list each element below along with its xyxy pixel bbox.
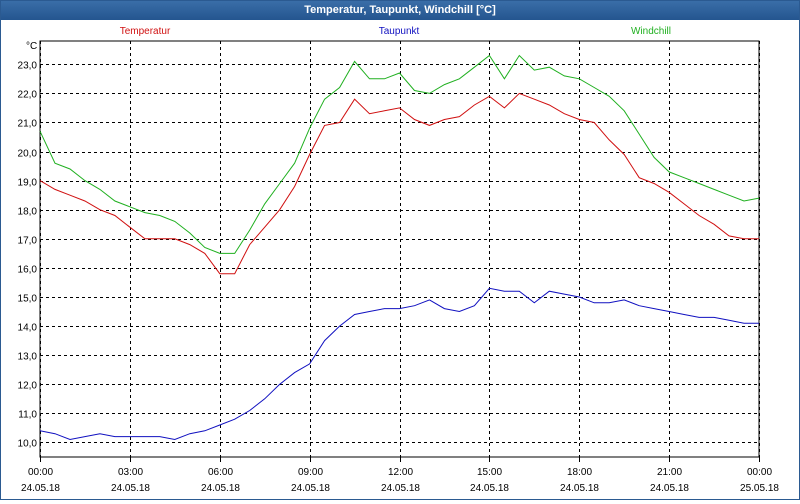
- y-axis-unit: °C: [26, 41, 37, 52]
- x-tick-date: 24.05.18: [560, 483, 599, 494]
- x-tick-date: 24.05.18: [201, 483, 240, 494]
- y-tick-label: 18,0: [18, 207, 38, 218]
- plot-frame: [39, 40, 760, 458]
- y-tick-label: 20,0: [18, 149, 38, 160]
- y-tick-label: 17,0: [18, 236, 38, 247]
- x-tick-date: 24.05.18: [111, 483, 150, 494]
- series-line-windchill: [39, 54, 760, 254]
- y-tick-label: 23,0: [18, 61, 38, 72]
- y-tick-label: 22,0: [18, 90, 38, 101]
- series-line-taupunkt: [39, 287, 759, 441]
- plot-area: 10,0 11,0 12,0 13,0 14,0 15,0 16,0 17,0 18,0 19,0…: [1, 20, 799, 499]
- x-tick-time: 12:00: [388, 467, 413, 478]
- series-line-temperatur: [39, 92, 759, 275]
- x-tick-date: 24.05.18: [21, 483, 60, 494]
- y-tick-label: 12,0: [18, 381, 38, 392]
- y-tick-label: 10,0: [18, 439, 38, 450]
- y-tick-label: 15,0: [18, 294, 38, 305]
- x-tick-date: 25.05.18: [740, 483, 779, 494]
- x-tick-time: 06:00: [208, 467, 233, 478]
- y-tick-label: 19,0: [18, 178, 38, 189]
- x-tick-time: 18:00: [567, 467, 592, 478]
- window-title: Temperatur, Taupunkt, Windchill [°C]: [1, 1, 799, 20]
- legend-label-windchill: Windchill: [631, 26, 671, 37]
- x-tick-time: 21:00: [657, 467, 682, 478]
- y-tick-label: 11,0: [18, 410, 37, 421]
- line-chart: 10,0 11,0 12,0 13,0 14,0 15,0 16,0 17,0 18,0 19,0…: [18, 26, 780, 494]
- y-tick-label: 21,0: [18, 119, 38, 130]
- x-tick-date: 24.05.18: [291, 483, 330, 494]
- x-tick-date: 24.05.18: [650, 483, 689, 494]
- y-tick-label: 14,0: [18, 323, 38, 334]
- x-tick-time: 15:00: [477, 467, 502, 478]
- x-tick-time: 09:00: [298, 467, 323, 478]
- x-tick-date: 24.05.18: [470, 483, 509, 494]
- legend-label-temperatur: Temperatur: [120, 26, 171, 37]
- x-tick-time: 00:00: [28, 467, 53, 478]
- x-tick-date: 24.05.18: [381, 483, 420, 494]
- x-tick-time: 03:00: [118, 467, 143, 478]
- y-tick-label: 13,0: [18, 352, 38, 363]
- y-tick-label: 16,0: [18, 265, 38, 276]
- x-tick-time: 00:00: [747, 467, 772, 478]
- legend-label-taupunkt: Taupunkt: [379, 26, 420, 37]
